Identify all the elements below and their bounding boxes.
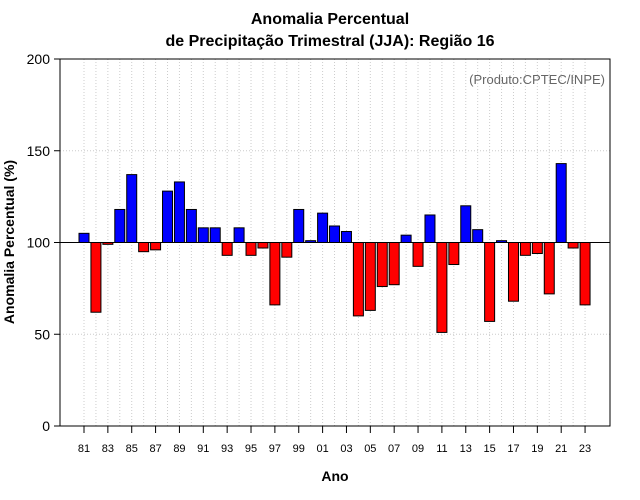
x-tick-label: 05 [364,443,376,455]
bar-14 [472,229,484,243]
bar-98 [281,242,293,258]
x-tick-label: 09 [412,443,424,455]
bar-06 [376,242,388,288]
bar-01 [317,212,329,243]
x-tick-label: 85 [126,443,138,455]
bar-04 [352,242,364,317]
bar-96 [257,242,269,249]
bar-11 [436,242,448,333]
x-tick-label: 03 [340,443,352,455]
bar-23 [579,242,591,306]
bar-85 [126,174,138,243]
bar-82 [90,242,102,313]
x-tick-label: 17 [507,443,519,455]
credit-text: (Produto:CPTEC/INPE) [469,72,605,87]
bar-84 [114,208,126,243]
x-tick-label: 23 [579,443,591,455]
x-tick-label: 95 [245,443,257,455]
bar-18 [519,242,531,256]
x-tick-label: 01 [316,443,328,455]
bar-89 [173,181,185,244]
y-tick-label: 150 [27,143,51,159]
x-tick-label: 93 [221,443,233,455]
bar-03 [340,230,352,244]
bar-91 [197,227,209,244]
bar-07 [388,242,400,286]
bar-81 [78,232,90,243]
x-axis-label: Ano [321,468,348,484]
bars-group [78,163,591,333]
bar-94 [233,227,245,244]
x-tick-label: 19 [531,443,543,455]
y-tick-label: 100 [27,235,51,251]
x-tick-label: 91 [197,443,209,455]
y-tick-label: 200 [27,51,51,67]
bar-02 [329,225,341,243]
bar-13 [460,205,472,244]
x-tick-label: 13 [460,443,472,455]
bar-09 [412,242,424,267]
x-tick-label: 83 [102,443,114,455]
bar-19 [531,242,543,255]
bar-15 [484,242,496,322]
bar-17 [507,242,519,302]
x-tick-label: 97 [269,443,281,455]
x-tick-label: 89 [173,443,185,455]
bar-90 [185,208,197,243]
y-axis-label: Anomalia Percentual (%) [1,160,17,324]
x-tick-label: 87 [149,443,161,455]
x-axis-ticks: 81 83 85 87 89 91 93 95 97 99 01 03 05 07 09 11 13 15 17 19… [78,426,591,455]
bar-05 [364,242,376,311]
y-axis-ticks: 0 50 100 150 200 [27,51,60,434]
bar-93 [221,242,233,256]
x-tick-label: 99 [293,443,305,455]
y-tick-label: 50 [34,326,50,342]
chart-subtitle: de Precipitação Trimestral (JJA): Região… [165,33,494,50]
chart-title: Anomalia Percentual [251,11,409,28]
bar-12 [448,242,460,266]
bar-87 [150,242,162,251]
bar-22 [567,242,579,249]
bar-21 [555,163,567,243]
bar-08 [400,234,412,244]
bar-86 [138,242,150,253]
bar-95 [245,242,257,256]
x-tick-label: 81 [78,443,90,455]
bar-10 [424,214,436,244]
y-tick-label: 0 [42,418,50,434]
bar-20 [543,242,555,295]
bar-92 [209,227,221,244]
bar-88 [162,190,174,243]
bar-99 [293,208,305,243]
bar-97 [269,242,281,306]
x-tick-label: 11 [436,443,447,455]
x-tick-label: 15 [483,443,495,455]
x-tick-label: 07 [388,443,400,455]
x-tick-label: 21 [555,443,567,455]
